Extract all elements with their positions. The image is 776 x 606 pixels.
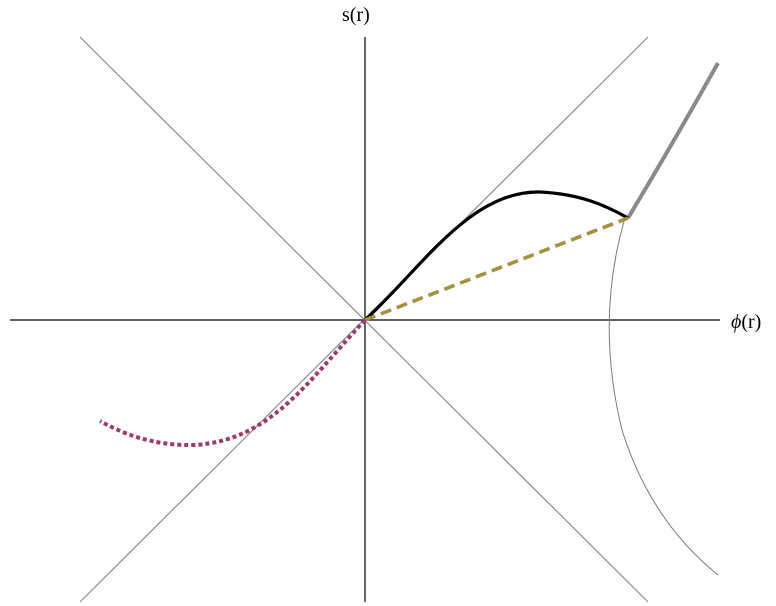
thin-hyperbola-curve xyxy=(608,217,719,576)
black-curve xyxy=(363,190,629,322)
thick-gray-curve xyxy=(626,62,720,220)
olive-dashed-line xyxy=(364,216,629,322)
x-axis-label: ϕ(r) xyxy=(731,311,761,334)
y-axis-label: s(r) xyxy=(342,4,370,26)
magenta-dotted-curve xyxy=(99,318,367,448)
x-axis-label-phi: ϕ xyxy=(731,311,742,333)
x-axis-label-suffix: (r) xyxy=(741,311,762,333)
